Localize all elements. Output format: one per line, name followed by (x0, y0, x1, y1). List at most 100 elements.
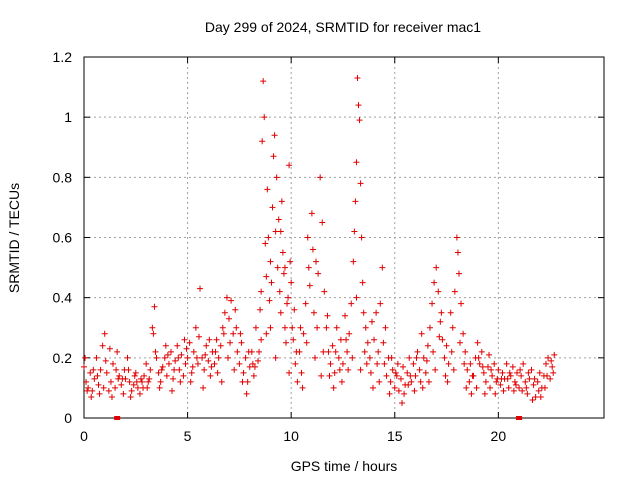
data-point (404, 369, 411, 376)
data-point (311, 354, 318, 361)
data-point (189, 363, 196, 370)
data-point (195, 333, 202, 340)
x-tick-label: 15 (387, 428, 403, 444)
data-point (320, 348, 327, 355)
data-point (444, 378, 451, 385)
data-point (85, 384, 92, 391)
data-point (212, 348, 219, 355)
data-point (233, 324, 240, 331)
data-point (420, 354, 427, 361)
data-point (83, 378, 90, 385)
data-point (416, 366, 423, 373)
data-point (529, 396, 536, 403)
data-point (419, 384, 426, 391)
data-point (397, 375, 404, 382)
data-point (190, 348, 197, 355)
data-point (453, 234, 460, 241)
data-point (244, 378, 251, 385)
data-point (164, 351, 171, 358)
data-point (338, 378, 345, 385)
data-point (171, 366, 178, 373)
data-point (132, 369, 139, 376)
data-point (263, 273, 270, 280)
data-point (407, 372, 414, 379)
data-point (286, 162, 293, 169)
data-point (128, 387, 135, 394)
data-point (352, 198, 359, 205)
data-point (281, 264, 288, 271)
data-point (255, 357, 262, 364)
data-point (356, 117, 363, 124)
data-point (441, 354, 448, 361)
data-point (136, 390, 143, 397)
data-point (259, 138, 266, 145)
data-point (306, 282, 313, 289)
data-point (331, 369, 338, 376)
data-point (336, 366, 343, 373)
data-point (252, 324, 259, 331)
data-point (430, 348, 437, 355)
data-point (445, 360, 452, 367)
data-point (333, 324, 340, 331)
data-point (500, 387, 507, 394)
data-point (258, 288, 265, 295)
data-point (240, 369, 247, 376)
data-point (287, 258, 294, 265)
data-point (186, 339, 193, 346)
data-point (230, 330, 237, 337)
data-point (231, 366, 238, 373)
data-point (466, 378, 473, 385)
data-point (491, 360, 498, 367)
data-point (524, 390, 531, 397)
data-point (353, 159, 360, 166)
data-point (226, 315, 233, 322)
data-point (548, 357, 555, 364)
data-point (119, 375, 126, 382)
data-point (131, 372, 138, 379)
data-point (262, 240, 269, 247)
data-point (486, 351, 493, 358)
data-point (335, 354, 342, 361)
data-point (232, 306, 239, 313)
data-point (349, 354, 356, 361)
data-point (114, 348, 121, 355)
data-point (410, 360, 417, 367)
data-point (112, 384, 119, 391)
data-point (506, 369, 513, 376)
data-point (120, 390, 127, 397)
data-point (251, 363, 258, 370)
data-point (381, 360, 388, 367)
data-point (228, 297, 235, 304)
data-point (531, 375, 538, 382)
data-point (451, 288, 458, 295)
data-point (263, 330, 270, 337)
data-point (303, 339, 310, 346)
data-point (227, 339, 234, 346)
data-point (319, 219, 326, 226)
data-point (345, 366, 352, 373)
data-point (284, 300, 291, 307)
data-point (375, 348, 382, 355)
y-axis-label: SRMTID / TECUs (6, 183, 22, 293)
data-point (113, 366, 120, 373)
data-point (433, 264, 440, 271)
data-point (192, 324, 199, 331)
data-point (294, 378, 301, 385)
data-point (236, 360, 243, 367)
data-point (100, 384, 107, 391)
data-point (258, 336, 265, 343)
x-tick-label: 10 (283, 428, 299, 444)
y-axis-ticks: 0 0.2 0.4 0.6 0.8 1 1.2 (53, 49, 604, 426)
data-point (169, 387, 176, 394)
data-point (181, 336, 188, 343)
data-point (234, 348, 241, 355)
data-point (537, 393, 544, 400)
data-point (101, 330, 108, 337)
data-point (387, 378, 394, 385)
data-point (145, 378, 152, 385)
data-point (272, 228, 279, 235)
data-point (353, 294, 360, 301)
data-point (266, 297, 273, 304)
data-point (90, 366, 97, 373)
